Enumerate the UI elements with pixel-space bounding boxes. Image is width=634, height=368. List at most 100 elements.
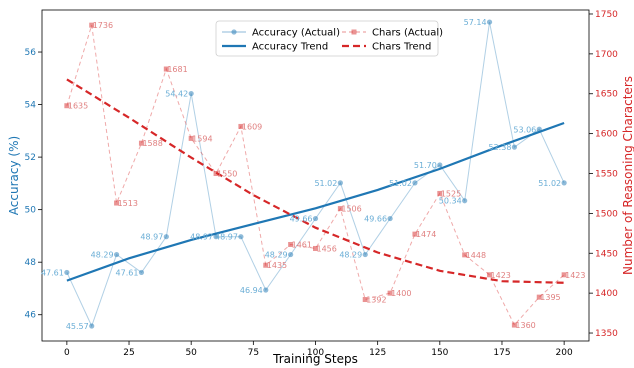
accuracy-point-label: 52.38 <box>489 143 512 152</box>
plot-frame <box>41 9 590 342</box>
chars-point <box>188 135 194 141</box>
legend-box <box>215 20 439 57</box>
accuracy-point-label: 57.14 <box>464 18 487 27</box>
chars-point-label: 1395 <box>540 293 560 302</box>
accuracy-point <box>238 234 244 240</box>
legend: Accuracy (Actual) Chars (Actual) Accuracy … <box>215 20 443 57</box>
accuracy-point-label: 48.29 <box>91 251 114 260</box>
chars-point-label: 1400 <box>391 289 411 298</box>
accuracy-point <box>462 198 468 204</box>
accuracy-point-label: 47.61 <box>116 268 139 277</box>
chars-point-label: 1474 <box>416 230 436 239</box>
accuracy-actual-line <box>66 22 565 328</box>
x-axis: 0 25 50 75 100 125 150 175 200 <box>64 341 573 358</box>
chars-point <box>536 294 542 300</box>
chars-point <box>64 103 70 109</box>
y-right-tick-label: 1650 <box>595 90 618 100</box>
y-axis-right-title: Number of Reasoning Characters <box>621 76 634 275</box>
y-left-tick-label: 52 <box>25 153 36 163</box>
accuracy-point <box>561 180 567 186</box>
accuracy-point <box>387 215 393 222</box>
accuracy-trend-line <box>66 121 565 282</box>
chars-point <box>138 140 144 146</box>
y-left-tick-label: 46 <box>25 311 37 321</box>
y-right-tick-label: 1500 <box>595 209 618 219</box>
accuracy-point <box>437 162 443 168</box>
series-layer <box>64 19 567 329</box>
chars-point <box>313 245 318 251</box>
y-left-tick-label: 50 <box>25 206 37 216</box>
chars-point-label: 1513 <box>118 199 138 208</box>
chars-point-label: 1456 <box>317 244 337 253</box>
chars-point <box>437 190 443 196</box>
y-left-tick-label: 48 <box>25 258 37 268</box>
chars-point-label: 1681 <box>167 65 187 74</box>
accuracy-point-label: 48.97 <box>215 233 238 242</box>
chars-point <box>462 252 468 258</box>
chars-point-label: 1594 <box>192 134 212 143</box>
y-left-tick-label: 54 <box>25 101 37 111</box>
accuracy-point-label: 49.66 <box>290 215 313 224</box>
accuracy-point <box>288 251 294 258</box>
accuracy-point-label: 51.70 <box>414 161 437 170</box>
chars-point-label: 1525 <box>441 189 461 198</box>
accuracy-point-label: 47.61 <box>41 268 64 277</box>
y-axis-left-title: Accuracy (%) <box>7 136 21 215</box>
accuracy-point-label: 51.02 <box>389 179 412 188</box>
accuracy-point <box>113 251 120 258</box>
y-right-tick-label: 1350 <box>595 329 618 339</box>
accuracy-point <box>337 180 343 186</box>
x-tick-label: 75 <box>248 348 259 358</box>
chars-point-label: 1435 <box>267 261 287 270</box>
accuracy-point <box>412 180 418 186</box>
accuracy-point <box>188 90 194 97</box>
x-tick-label: 0 <box>64 348 70 358</box>
accuracy-point-label: 48.97 <box>140 233 163 242</box>
x-tick-label: 200 <box>556 348 573 358</box>
x-tick-label: 50 <box>185 348 197 358</box>
chars-point-label: 1506 <box>341 205 361 214</box>
accuracy-point-label: 48.29 <box>265 251 288 260</box>
accuracy-point <box>511 144 518 150</box>
chars-point <box>412 231 418 237</box>
chars-point <box>89 22 95 28</box>
legend-chars-actual-label: Chars (Actual) <box>372 28 443 39</box>
accuracy-point-label: 50.34 <box>439 197 462 206</box>
chars-point <box>561 272 567 278</box>
y-right-tick-label: 1600 <box>595 130 618 140</box>
chars-point-label: 1448 <box>466 251 486 260</box>
chars-point <box>511 322 517 328</box>
accuracy-point-label: 46.94 <box>240 286 263 295</box>
chars-point-label: 1588 <box>142 139 162 148</box>
chars-point <box>487 272 493 278</box>
accuracy-point <box>362 251 368 258</box>
accuracy-point-label: 54.42 <box>165 90 188 99</box>
chars-point <box>337 206 343 212</box>
chars-point <box>213 171 219 177</box>
accuracy-point <box>312 215 319 222</box>
chars-point-label: 1392 <box>366 296 386 305</box>
y-right-tick-label: 1700 <box>595 50 618 60</box>
chars-point <box>387 290 393 296</box>
accuracy-point-label: 48.29 <box>339 251 362 260</box>
chars-point-label: 1461 <box>292 240 312 249</box>
legend-chars-actual-marker <box>351 29 357 35</box>
accuracy-point <box>64 269 70 276</box>
chars-point <box>238 123 244 129</box>
x-tick-label: 125 <box>369 348 386 358</box>
y-axis-right: 1350 1400 1450 1500 1550 1600 1650 1700 1750 <box>589 10 618 339</box>
chars-point-label: 1423 <box>565 271 585 280</box>
chars-actual-line <box>66 25 565 326</box>
chars-point-label: 1360 <box>515 321 535 330</box>
y-right-tick-label: 1750 <box>595 10 618 20</box>
accuracy-point <box>138 269 145 276</box>
chars-trend-line <box>66 78 565 284</box>
x-axis-title: Training Steps <box>272 352 358 366</box>
y-right-tick-label: 1450 <box>595 249 618 259</box>
legend-accuracy-trend-label: Accuracy Trend <box>252 42 328 53</box>
y-right-tick-label: 1550 <box>595 170 618 180</box>
y-right-tick-label: 1400 <box>595 289 618 299</box>
accuracy-point-label: 49.66 <box>364 215 387 224</box>
chars-point-label: 1736 <box>93 21 113 30</box>
